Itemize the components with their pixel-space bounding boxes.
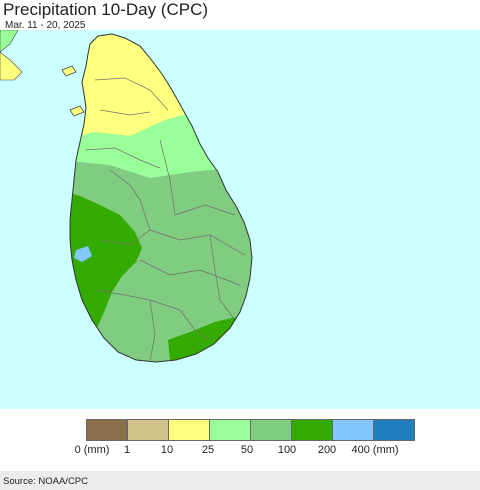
legend-swatch-0 bbox=[87, 420, 128, 440]
legend-tick-5: 100 bbox=[277, 444, 297, 456]
legend-tick-2: 10 bbox=[160, 444, 174, 456]
precipitation-map bbox=[0, 30, 480, 409]
mainland-india bbox=[0, 30, 19, 53]
legend-swatch-5 bbox=[292, 420, 333, 440]
mannar-island bbox=[69, 105, 85, 117]
date-range: Mar. 11 - 20, 2025 bbox=[5, 20, 86, 31]
legend-swatch-6 bbox=[333, 420, 374, 440]
legend-swatch-2 bbox=[169, 420, 210, 440]
legend-swatch-1 bbox=[128, 420, 169, 440]
mainland-india-yellow bbox=[0, 51, 23, 81]
northern-islet bbox=[61, 65, 77, 77]
legend-swatch-7 bbox=[374, 420, 414, 440]
legend-tick-6: 200 bbox=[317, 444, 337, 456]
legend-tick-0: 0 (mm) bbox=[74, 444, 110, 456]
zone-west-coast-spot bbox=[74, 246, 92, 262]
chart-title: Precipitation 10-Day (CPC) bbox=[3, 0, 209, 19]
legend-colorbar bbox=[86, 419, 415, 441]
legend-tick-4: 50 bbox=[240, 444, 254, 456]
legend-tick-1: 1 bbox=[123, 444, 131, 456]
source-credit: Source: NOAA/CPC bbox=[3, 476, 88, 487]
legend-swatch-3 bbox=[210, 420, 251, 440]
district-boundaries bbox=[84, 77, 246, 361]
legend-swatch-4 bbox=[251, 420, 292, 440]
legend-tick-3: 25 bbox=[201, 444, 215, 456]
legend-tick-7: 400 (mm) bbox=[351, 444, 399, 456]
island-outline bbox=[69, 33, 253, 363]
footer-bar bbox=[0, 471, 480, 490]
